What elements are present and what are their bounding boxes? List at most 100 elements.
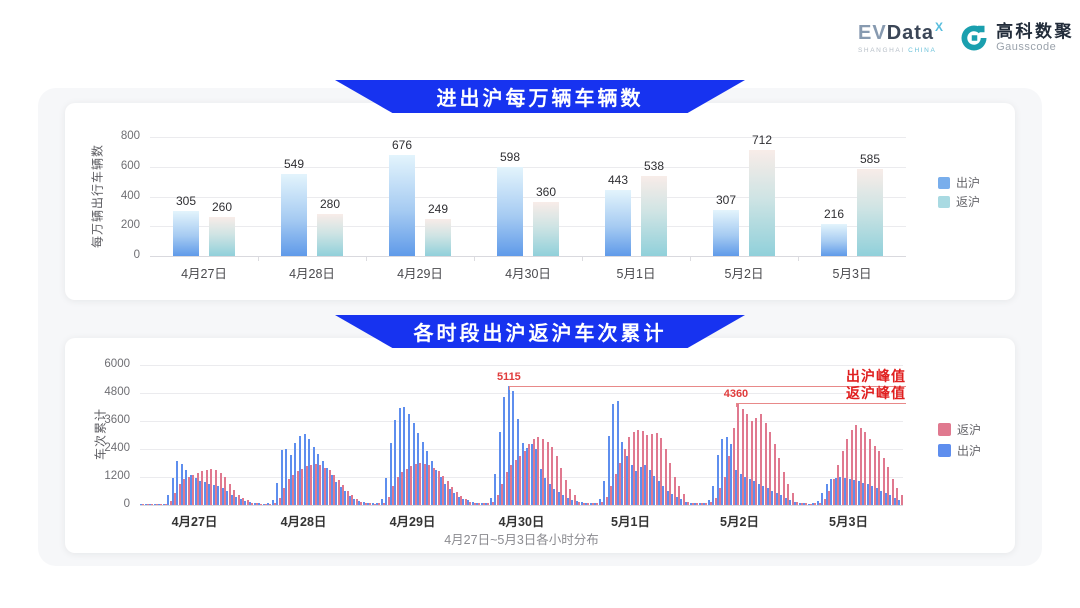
hour-bar-fanhu — [850, 429, 853, 505]
peak-value-label: 4360 — [723, 388, 749, 401]
hour-bar-fanhu — [283, 488, 286, 505]
hour-bar-chuhu — [362, 502, 365, 505]
hour-bar-chuhu — [576, 500, 578, 505]
y-tick-label: 6000 — [104, 358, 130, 370]
hour-bar-fanhu — [432, 467, 435, 505]
hour-bar-fanhu — [682, 494, 685, 505]
hour-bar-chuhu — [262, 503, 265, 505]
grid-line — [150, 166, 906, 168]
hour-bar-fanhu — [878, 451, 881, 505]
hour-bar-fanhu — [464, 498, 467, 505]
legend-item-出沪[interactable]: 出沪 — [938, 442, 981, 459]
hour-bar-fanhu — [224, 477, 227, 505]
bar-chuhu — [281, 174, 307, 256]
hour-bar-fanhu — [814, 503, 817, 505]
hour-bar-chuhu — [394, 419, 397, 505]
hour-bar-fanhu — [832, 478, 835, 505]
hour-bar-chuhu — [762, 485, 765, 505]
hour-bar-fanhu — [214, 470, 217, 505]
hour-bar-chuhu — [335, 481, 338, 505]
bar-value-label: 585 — [859, 151, 881, 166]
grid-line — [140, 365, 903, 366]
hour-bar-fanhu — [169, 501, 172, 505]
hour-bar-fanhu — [555, 456, 558, 505]
hour-bar-chuhu — [766, 488, 769, 505]
hour-bar-chuhu — [526, 447, 529, 505]
hour-bar-fanhu — [496, 495, 499, 505]
hour-bar-chuhu — [280, 450, 283, 505]
hour-bar-chuhu — [853, 480, 856, 505]
hour-bar-chuhu — [784, 497, 787, 505]
bar-value-label: 260 — [211, 200, 233, 215]
hour-bar-fanhu — [528, 443, 531, 505]
x-axis-tick — [798, 257, 799, 261]
hour-bar-chuhu — [285, 449, 288, 505]
hour-bar-fanhu — [741, 408, 744, 505]
hour-bar-chuhu — [616, 401, 619, 505]
hour-bar-fanhu — [346, 491, 349, 505]
hour-bar-fanhu — [868, 439, 871, 505]
hour-bar-chuhu — [862, 482, 865, 505]
hour-bar-chuhu — [666, 490, 669, 505]
hour-bar-chuhu — [194, 478, 197, 505]
x-axis-label: 4月27日 — [181, 267, 227, 281]
day-label: 5月1日 — [611, 515, 650, 529]
hour-bar-fanhu — [755, 418, 758, 505]
hour-bar-chuhu — [812, 503, 815, 505]
hour-bar-fanhu — [414, 463, 417, 505]
hour-bar-fanhu — [664, 449, 667, 505]
hour-bar-fanhu — [482, 503, 485, 505]
hour-bar-chuhu — [189, 475, 192, 505]
bar-value-label: 305 — [175, 193, 197, 208]
hour-bar-chuhu — [271, 499, 274, 505]
hour-bar-fanhu — [519, 455, 522, 505]
hour-bar-chuhu — [889, 495, 892, 505]
hour-bar-chuhu — [376, 503, 379, 505]
hour-bar-fanhu — [351, 495, 354, 505]
hour-bar-fanhu — [355, 498, 358, 505]
legend-item-返沪[interactable]: 返沪 — [938, 193, 980, 210]
hour-bar-fanhu — [187, 476, 190, 505]
hour-bar-fanhu — [319, 465, 322, 505]
hour-bar-fanhu — [846, 439, 849, 505]
hour-bar-chuhu — [144, 503, 147, 505]
hour-bar-fanhu — [691, 502, 694, 505]
hour-bar-fanhu — [437, 471, 440, 505]
hour-bar-chuhu — [444, 483, 447, 505]
hour-bar-fanhu — [269, 503, 272, 505]
hour-bar-chuhu — [839, 476, 842, 505]
hour-bar-fanhu — [192, 475, 195, 505]
hour-bar-fanhu — [782, 471, 785, 505]
hour-bar-chuhu — [180, 464, 183, 505]
hour-bar-fanhu — [142, 503, 145, 505]
legend-item-返沪[interactable]: 返沪 — [938, 421, 981, 438]
annotation-line — [508, 385, 906, 387]
hour-bar-fanhu — [728, 455, 731, 505]
hour-bar-chuhu — [535, 449, 538, 505]
hour-bar-fanhu — [196, 472, 199, 505]
hour-bar-chuhu — [712, 485, 715, 505]
hour-bar-chuhu — [339, 486, 342, 505]
hour-bar-chuhu — [553, 488, 556, 505]
chart1-title: 进出沪每万辆车辆数 — [436, 88, 644, 110]
hour-bar-chuhu — [694, 503, 697, 505]
y-tick-label: 1200 — [104, 470, 130, 482]
x-axis-label: 5月1日 — [616, 267, 656, 281]
hour-bar-fanhu — [650, 433, 653, 505]
hour-bar-fanhu — [310, 464, 313, 505]
hour-bar-fanhu — [769, 432, 772, 505]
bar-fanhu — [533, 202, 559, 256]
hour-bar-fanhu — [841, 450, 844, 505]
bar-value-label: 598 — [499, 150, 521, 165]
hour-bar-chuhu — [321, 460, 324, 505]
hour-bar-fanhu — [859, 427, 862, 505]
hour-bar-chuhu — [821, 492, 824, 505]
hour-bar-chuhu — [539, 468, 542, 505]
hour-bar-chuhu — [489, 497, 492, 505]
hour-bar-fanhu — [855, 425, 858, 505]
hour-bar-chuhu — [730, 444, 733, 505]
hour-bar-fanhu — [805, 503, 808, 505]
hour-bar-chuhu — [471, 501, 474, 505]
hour-bar-chuhu — [893, 497, 896, 505]
legend-item-出沪[interactable]: 出沪 — [938, 174, 980, 191]
